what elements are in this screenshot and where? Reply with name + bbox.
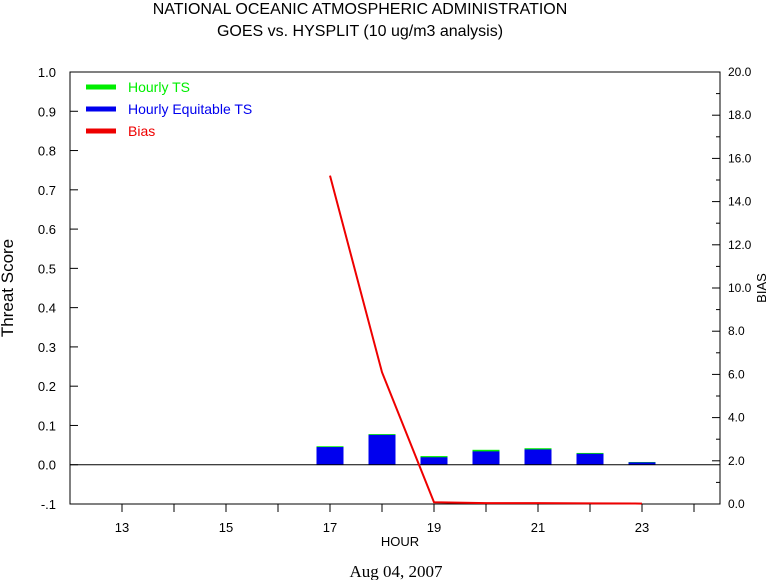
bar-hourly-equitable-ts <box>472 451 500 465</box>
y2-tick-label: 18.0 <box>728 108 752 122</box>
y2-tick-label: 6.0 <box>728 367 745 381</box>
x-tick-label: 17 <box>323 520 337 535</box>
y2-tick-label: 12.0 <box>728 238 752 252</box>
legend-label: Hourly TS <box>128 79 190 95</box>
bias-line-group <box>329 175 643 505</box>
bar-hourly-equitable-ts <box>576 453 604 465</box>
y-tick-label: 0.2 <box>38 379 56 394</box>
y-tick-label: 0.3 <box>38 340 56 355</box>
tick-marks <box>70 71 720 512</box>
bar-hourly-equitable-ts <box>524 449 552 465</box>
y-tick-label: 1.0 <box>38 65 56 80</box>
tick-labels: -.1 0.0 0.1 0.2 0.3 0.4 0.5 0.6 0.7 0.8 0.9 1.0 0.0 2… <box>38 65 752 535</box>
y2-tick-label: 0.0 <box>728 497 745 511</box>
y2-axis-label: BIAS <box>754 273 767 303</box>
y-tick-label: 0.5 <box>38 261 56 276</box>
y2-tick-label: 4.0 <box>728 411 745 425</box>
chart-title-line2: GOES vs. HYSPLIT (10 ug/m3 analysis) <box>217 23 503 40</box>
x-tick-label: 15 <box>219 520 233 535</box>
bar-hourly-equitable-ts <box>316 447 344 465</box>
y-tick-label: 0.6 <box>38 222 56 237</box>
bar-hourly-equitable-ts <box>368 434 396 465</box>
y-tick-label: 0.8 <box>38 144 56 159</box>
y-tick-label: 0.7 <box>38 183 56 198</box>
y-tick-label: 0.1 <box>38 418 56 433</box>
y-tick-label: -.1 <box>41 497 56 512</box>
y2-tick-label: 14.0 <box>728 195 752 209</box>
x-tick-label: 19 <box>427 520 441 535</box>
legend-label: Bias <box>128 123 155 139</box>
x-tick-label: 23 <box>635 520 649 535</box>
x-axis-label: HOUR <box>381 534 419 549</box>
y2-tick-label: 2.0 <box>728 454 745 468</box>
y2-tick-label: 8.0 <box>728 324 745 338</box>
bar-hourly-equitable-ts <box>420 457 448 465</box>
y-axis-label: Threat Score <box>0 239 17 337</box>
legend: Hourly TS Hourly Equitable TS Bias <box>86 79 252 139</box>
y-tick-label: 0.0 <box>38 458 56 473</box>
y2-tick-label: 10.0 <box>728 281 752 295</box>
y-tick-label: 0.4 <box>38 301 56 316</box>
x-tick-label: 13 <box>115 520 129 535</box>
y2-tick-label: 20.0 <box>728 65 752 79</box>
y2-tick-label: 16.0 <box>728 151 752 165</box>
bar-series <box>316 434 656 465</box>
chart-title-line1: NATIONAL OCEANIC ATMOSPHERIC ADMINISTRAT… <box>153 1 568 18</box>
bar-hourly-equitable-ts <box>628 462 656 465</box>
y-tick-label: 0.9 <box>38 104 56 119</box>
date-label: Aug 04, 2007 <box>349 562 443 580</box>
x-tick-label: 21 <box>531 520 545 535</box>
legend-label: Hourly Equitable TS <box>128 101 252 117</box>
